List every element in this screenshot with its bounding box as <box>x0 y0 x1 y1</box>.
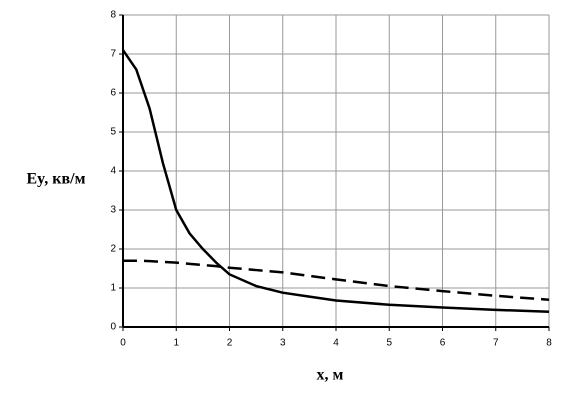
line-series <box>121 49 550 314</box>
x-tick-label: 5 <box>386 338 392 349</box>
x-tick-label: 7 <box>493 338 499 349</box>
y-tick-label: 2 <box>110 244 116 255</box>
x-tick-label: 4 <box>333 338 339 349</box>
y-tick-label: 6 <box>110 88 116 99</box>
x-tick-label: 6 <box>440 338 446 349</box>
x-tick-label: 2 <box>227 338 233 349</box>
y-tick-label: 3 <box>110 205 116 216</box>
y-tick-label: 8 <box>110 10 116 21</box>
line-series <box>123 259 550 301</box>
y-tick-label: 4 <box>110 166 116 177</box>
y-tick-label: 7 <box>110 49 116 60</box>
y-tick-label: 1 <box>110 283 116 294</box>
x-tick-label: 3 <box>280 338 286 349</box>
x-tick-label: 8 <box>546 338 552 349</box>
y-tick-label: 0 <box>110 322 116 333</box>
x-tick-label: 1 <box>173 338 179 349</box>
x-axis-title: x, м <box>317 367 344 384</box>
x-tick-label: 0 <box>120 338 126 349</box>
y-axis-title: Ey, кв/м <box>27 171 86 188</box>
y-tick-label: 5 <box>110 127 116 138</box>
